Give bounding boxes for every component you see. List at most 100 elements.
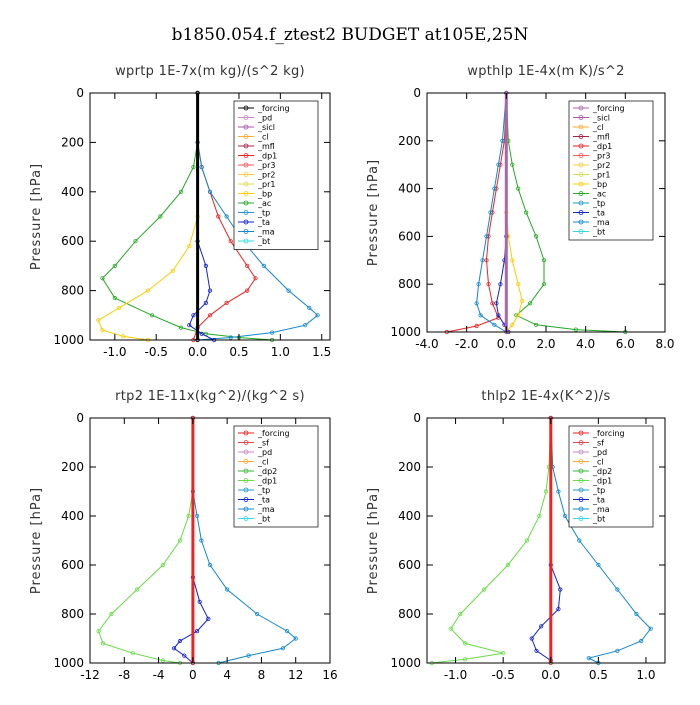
x-tick-label: 1.0 [636, 668, 655, 682]
x-tick-label: -8 [118, 668, 130, 682]
legend-marker [243, 487, 249, 493]
legend-label: _sf [257, 439, 269, 448]
series-line [188, 93, 215, 341]
series-marker [186, 513, 191, 519]
series-line [197, 93, 319, 341]
legend-label: _pr1 [257, 180, 275, 189]
series-marker [462, 641, 468, 646]
y-tick-label: 0 [76, 411, 84, 425]
series-marker [228, 239, 233, 244]
panel-title: wprtp 1E-7x(m kg)/(s^2 kg) [115, 64, 305, 79]
series-marker [112, 263, 117, 268]
series-marker [486, 282, 491, 287]
y-tick-label: 1000 [390, 325, 421, 339]
legend-label: _bp [257, 190, 272, 199]
y-tick-label: 1000 [53, 656, 84, 670]
legend-label: _ta [257, 496, 270, 505]
series-marker [145, 288, 150, 293]
y-tick-label: 800 [398, 277, 421, 291]
legend-marker [578, 219, 584, 225]
series-marker [505, 562, 510, 568]
legend-label: _dp1 [592, 477, 612, 486]
series-marker [207, 288, 213, 293]
series-marker [96, 318, 101, 323]
x-tick-label: -2.0 [455, 337, 478, 351]
legend-marker [243, 506, 249, 512]
series-marker [533, 234, 539, 239]
series-marker [307, 305, 312, 310]
y-tick-label: 400 [61, 185, 84, 199]
legend-label: _mfl [592, 133, 610, 142]
legend-marker [578, 449, 584, 455]
series-marker [255, 611, 260, 617]
legend-label: _forcing [592, 429, 625, 438]
legend-label: _tp [592, 199, 605, 208]
legend-label: _ma [592, 505, 610, 514]
legend-marker [243, 134, 249, 139]
y-tick-label: 0 [413, 411, 421, 425]
series-marker [170, 268, 175, 273]
series-marker [556, 489, 561, 494]
series-marker [191, 313, 196, 318]
series-marker [177, 638, 183, 644]
series-marker [474, 323, 479, 329]
panel-2: wpthlp 1E-4x(m K)/s^2 Pressure [hPa] -4.0 -… [366, 64, 675, 351]
series-marker [177, 538, 183, 543]
legend-label: _forcing [592, 104, 625, 113]
legend-label: _tp [592, 486, 605, 495]
series-marker [490, 301, 495, 306]
x-tick-label: 0 [189, 668, 197, 682]
series-marker [96, 628, 101, 634]
series-marker [496, 162, 501, 167]
legend-label: _cl [592, 123, 604, 132]
panel-3: rtp2 1E-11x(kg^2)/(kg^2 s) Pressure [hPa]… [29, 389, 338, 682]
series-marker [100, 276, 105, 281]
series-marker [178, 325, 184, 330]
legend-label: _pr1 [592, 171, 610, 180]
x-tick-label: 0.0 [541, 668, 560, 682]
legend-marker [578, 143, 584, 149]
legend-marker [578, 506, 584, 512]
y-axis-label: Pressure [hPa] [366, 487, 381, 594]
x-tick-label: 1.0 [271, 345, 290, 359]
legend-marker [243, 105, 249, 111]
series-marker [524, 538, 530, 543]
series-group [444, 90, 628, 335]
series-marker [303, 323, 308, 328]
series-marker [596, 562, 601, 568]
x-tick-label: -4 [153, 668, 165, 682]
x-tick-label: 2.0 [536, 337, 555, 351]
figure-title: b1850.054.f_ztest2 BUDGET at105E,25N [172, 25, 529, 45]
series-marker [541, 282, 547, 287]
series-line [531, 418, 561, 661]
legend-marker [243, 468, 249, 474]
legend-marker [243, 459, 249, 464]
series-marker [187, 323, 192, 328]
series-line [173, 418, 209, 664]
legend-marker [243, 191, 249, 196]
legend-marker [243, 172, 249, 177]
legend-label: _forcing [257, 104, 290, 113]
legend-label: _dp1 [257, 477, 277, 486]
x-tick-label: 16 [322, 668, 337, 682]
series-marker [112, 295, 117, 301]
series-marker [224, 300, 229, 305]
legend-marker [243, 449, 249, 455]
series-marker [484, 258, 489, 263]
series-marker [448, 626, 453, 631]
series-marker [510, 258, 515, 263]
series-marker [100, 327, 105, 333]
legend-label: _dp1 [592, 142, 612, 151]
legend-label: _ac [257, 199, 271, 208]
legend-marker [578, 115, 584, 120]
x-tick-label: 1.5 [312, 345, 331, 359]
legend-label: _sf [592, 439, 604, 448]
series-marker [478, 313, 483, 318]
series-marker [286, 288, 291, 293]
x-tick-label: 4 [223, 668, 231, 682]
y-tick-label: 600 [398, 558, 421, 572]
legend-label: _pd [592, 448, 607, 457]
series-marker [207, 313, 213, 318]
legend: _forcing_sf_pd_cl_dp2_dp1_tp_ta_ma_bt [233, 425, 319, 528]
panel-1: wprtp 1E-7x(m kg)/(s^2 kg) Pressure [hPa]… [29, 64, 331, 359]
